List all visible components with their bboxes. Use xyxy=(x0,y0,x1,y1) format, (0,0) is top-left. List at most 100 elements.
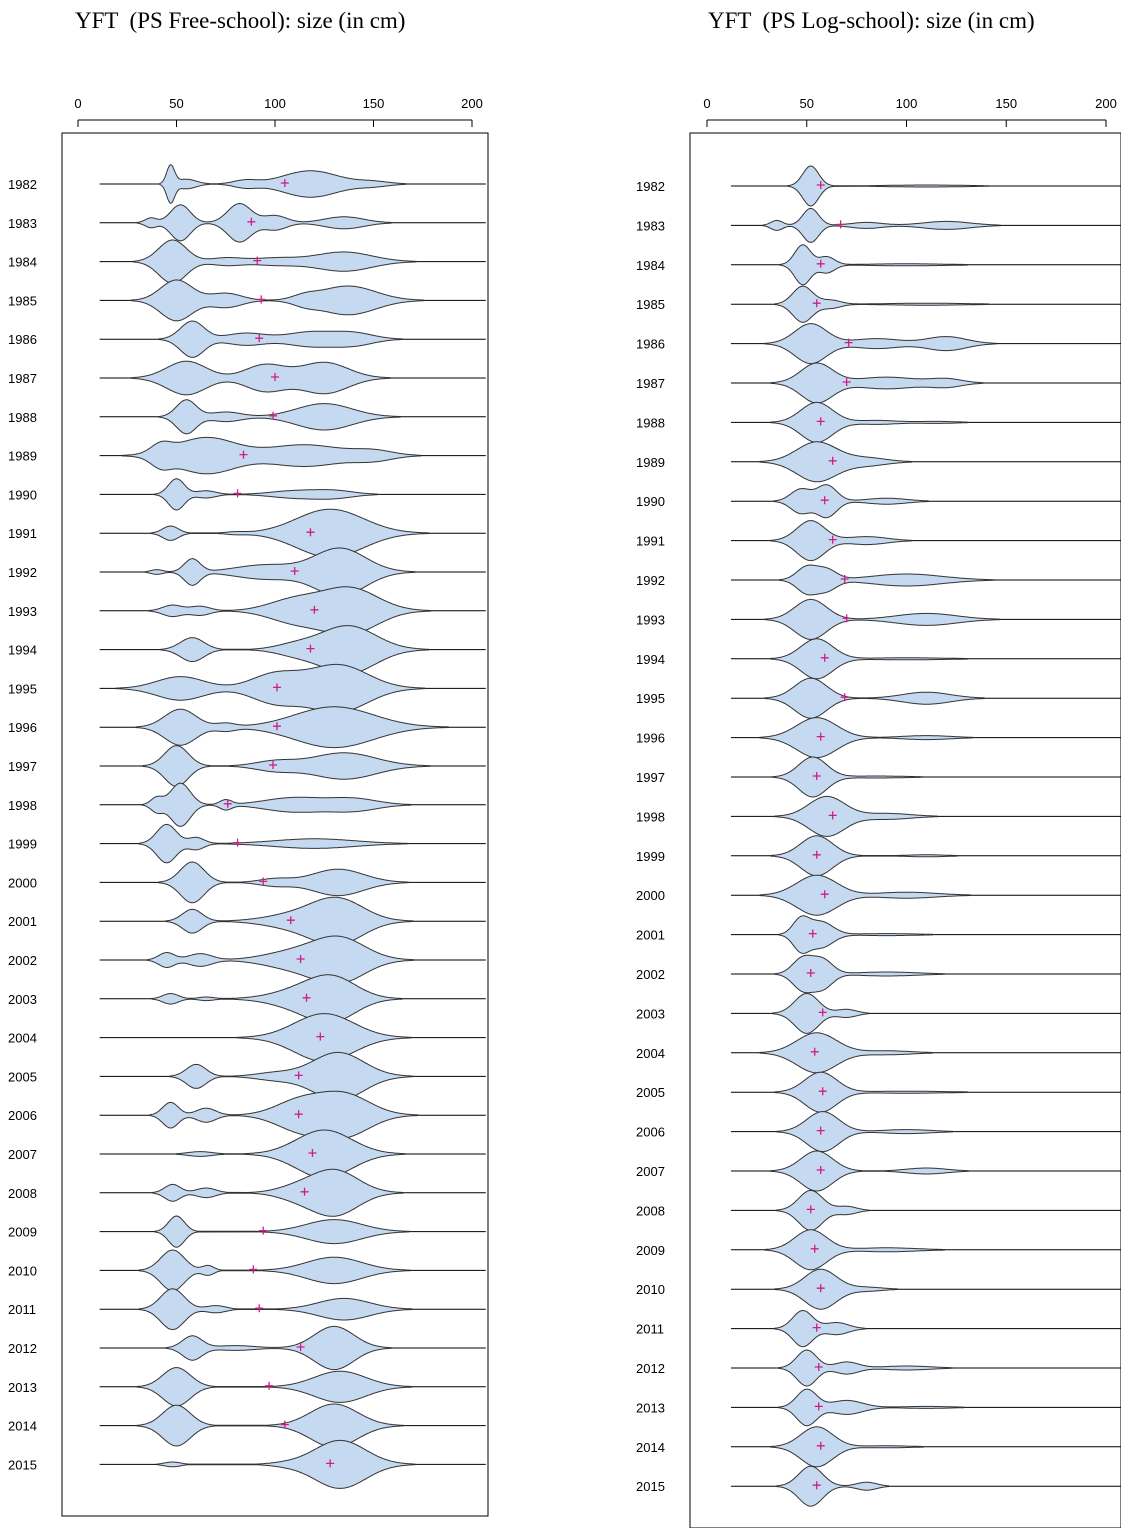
right-mean-marker-1986 xyxy=(844,338,853,347)
left-mean-marker-1983 xyxy=(247,217,256,226)
left-mean-marker-2012 xyxy=(296,1343,305,1351)
right-violin-2005 xyxy=(774,1071,968,1113)
right-year-label: 1986 xyxy=(636,337,665,352)
left-mean-marker-2002 xyxy=(296,955,305,963)
right-year-label: 2011 xyxy=(636,1322,664,1337)
right-year-label: 1991 xyxy=(636,534,665,549)
left-violin-2008 xyxy=(152,1168,404,1217)
right-year-label: 1998 xyxy=(636,809,665,824)
right-plot-frame xyxy=(689,132,1121,1528)
left-year-label: 2005 xyxy=(8,1069,37,1084)
left-year-label: 1983 xyxy=(8,216,37,231)
left-mean-marker-1994 xyxy=(306,644,315,653)
left-violin-1983 xyxy=(136,202,392,243)
right-year-label: 2007 xyxy=(636,1164,665,1179)
right-year-label: 1996 xyxy=(636,731,665,746)
right-violin-2009 xyxy=(764,1229,945,1271)
right-mean-marker-2000 xyxy=(820,890,829,899)
left-year-label: 2001 xyxy=(8,914,37,929)
left-violin-1982 xyxy=(159,164,407,204)
left-violin-2002 xyxy=(146,935,415,985)
left-year-label: 1998 xyxy=(8,798,37,813)
left-mean-marker-1995 xyxy=(272,683,281,692)
right-year-label: 2002 xyxy=(636,967,665,982)
left-year-label: 2003 xyxy=(8,992,37,1007)
left-mean-marker-1991 xyxy=(306,528,315,537)
left-x-tick-label: 150 xyxy=(363,96,385,111)
left-violin-2001 xyxy=(165,896,414,946)
right-violin-2007 xyxy=(770,1150,969,1192)
left-violin-1995 xyxy=(115,663,426,713)
left-mean-marker-1982 xyxy=(280,179,289,187)
right-mean-marker-1994 xyxy=(820,653,829,662)
right-violin-1999 xyxy=(770,835,958,877)
left-mean-marker-1997 xyxy=(269,761,278,769)
left-year-label: 1991 xyxy=(8,526,37,541)
left-mean-marker-1998 xyxy=(223,799,232,808)
left-mean-marker-1986 xyxy=(255,334,264,343)
left-mean-marker-2010 xyxy=(249,1265,258,1274)
left-violin-2012 xyxy=(165,1325,392,1371)
left-violin-1994 xyxy=(160,625,430,675)
right-year-label: 2012 xyxy=(636,1361,665,1376)
right-violin-2001 xyxy=(778,915,933,954)
left-violin-2014 xyxy=(136,1403,404,1448)
left-mean-marker-2008 xyxy=(300,1187,309,1196)
left-year-label: 2004 xyxy=(8,1031,37,1046)
right-violin-1991 xyxy=(770,520,912,562)
right-violin-2011 xyxy=(774,1309,867,1348)
left-mean-marker-2005 xyxy=(294,1071,303,1080)
right-violin-2012 xyxy=(778,1349,953,1387)
right-violin-1988 xyxy=(770,401,968,443)
left-year-label: 2010 xyxy=(8,1263,37,1278)
right-violin-1982 xyxy=(787,165,989,207)
right-mean-marker-1995 xyxy=(840,693,849,702)
right-year-label: 2014 xyxy=(636,1440,665,1455)
right-year-label: 1995 xyxy=(636,691,665,706)
left-mean-marker-2015 xyxy=(326,1459,335,1468)
left-violin-1988 xyxy=(158,399,401,435)
left-x-tick-label: 50 xyxy=(169,96,183,111)
left-mean-marker-2004 xyxy=(316,1032,325,1041)
right-mean-marker-2011 xyxy=(812,1323,821,1332)
left-year-label: 1995 xyxy=(8,681,37,696)
right-violin-2010 xyxy=(774,1268,898,1310)
left-year-label: 2008 xyxy=(8,1186,37,1201)
left-year-label: 2014 xyxy=(8,1419,37,1434)
right-violin-2002 xyxy=(774,954,945,994)
right-mean-marker-2003 xyxy=(818,1008,827,1017)
right-violin-2008 xyxy=(776,1189,870,1231)
right-year-label: 2015 xyxy=(636,1479,665,1494)
right-mean-marker-1990 xyxy=(820,496,829,505)
right-year-label: 1992 xyxy=(636,573,665,588)
right-violin-1998 xyxy=(774,795,938,837)
right-year-label: 1984 xyxy=(636,258,665,273)
left-year-label: 1989 xyxy=(8,449,37,464)
left-year-label: 1996 xyxy=(8,720,37,735)
right-year-label: 1988 xyxy=(636,415,665,430)
left-violin-2013 xyxy=(136,1367,413,1407)
left-violin-2009 xyxy=(154,1215,410,1248)
right-violin-2003 xyxy=(772,992,870,1034)
left-violin-2015 xyxy=(156,1439,416,1489)
right-x-tick-label: 200 xyxy=(1095,96,1117,111)
right-violin-1987 xyxy=(770,362,984,404)
left-violin-2004 xyxy=(237,1013,412,1063)
left-mean-marker-1990 xyxy=(233,489,242,498)
left-violin-1985 xyxy=(130,279,425,322)
left-year-label: 1994 xyxy=(8,643,37,658)
right-violin-1992 xyxy=(779,564,995,596)
left-year-label: 1999 xyxy=(8,837,37,852)
right-mean-marker-1997 xyxy=(812,772,821,780)
right-year-label: 2006 xyxy=(636,1125,665,1140)
right-year-label: 2009 xyxy=(636,1243,665,1258)
left-violin-1984 xyxy=(132,239,417,284)
right-mean-marker-1989 xyxy=(828,456,837,465)
left-mean-marker-1985 xyxy=(257,295,266,304)
left-year-label: 1988 xyxy=(8,410,37,425)
left-violin-1998 xyxy=(141,782,412,827)
right-mean-marker-1993 xyxy=(842,614,851,623)
left-mean-marker-1996 xyxy=(272,722,281,731)
left-year-label: 1992 xyxy=(8,565,37,580)
left-x-tick-label: 200 xyxy=(461,96,483,111)
